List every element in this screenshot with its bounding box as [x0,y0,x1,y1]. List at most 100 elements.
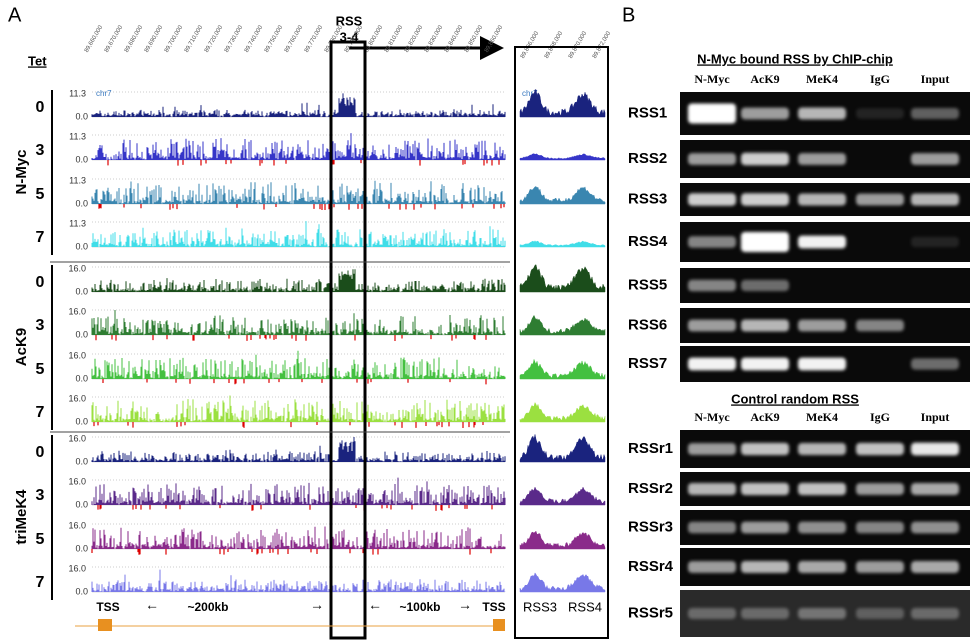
track-signal [91,221,506,247]
gel-band [798,482,846,496]
track-negative [95,335,487,341]
row-label: RSS5 [628,276,667,293]
coordinate-label: 89,872,000 [592,30,613,60]
row-label: RSSr1 [628,440,673,457]
gel-band [688,193,736,206]
coordinate-label: 89,870,000 [568,30,589,60]
lane-label: IgG [870,410,890,424]
distance-label: ~100kb [399,600,440,614]
tet-value: 3 [36,317,45,334]
scale-max: 16.0 [68,476,86,486]
gel-band [741,232,789,252]
zoom-signal [519,89,606,118]
gel-band [856,108,904,119]
scale-max: 11.3 [69,175,86,185]
gel-band [798,357,846,371]
arrow-right: → [458,597,472,613]
scale-min: 0.0 [75,111,88,121]
lane-label: IgG [870,72,890,86]
zoom-signal [519,486,606,506]
gel-band [911,521,959,534]
group-name: N-Myc [13,149,30,194]
scale-min: 0.0 [75,286,88,296]
scale-max: 16.0 [68,350,86,360]
scale-min: 0.0 [75,543,88,553]
gel-band [741,107,789,120]
rss-box [329,40,367,640]
gel-band [911,358,959,370]
arrow-left: ← [145,597,159,613]
gel-band [741,560,789,574]
track-signal [91,569,506,592]
coordinate-label: 89,866,000 [520,30,541,60]
gel-band [856,608,904,619]
scale-min: 0.0 [75,586,88,596]
gel-band [688,279,736,292]
row-label: RSS2 [628,150,667,167]
coordinate-label: 89,700,000 [164,24,185,54]
gel-band [688,103,736,124]
gel-band [856,561,904,573]
arrow-right: → [310,597,324,613]
track-signal [91,180,506,204]
gel-band [798,607,846,620]
track-negative [91,549,492,555]
gel-band [911,608,959,619]
gel-band [798,153,846,165]
gel-band [688,608,736,619]
tet-value: 7 [36,229,45,246]
zoom-signal [519,264,606,293]
row-label: RSSr4 [628,558,674,575]
track-signal [91,437,506,462]
track-signal [91,93,506,117]
track-negative [97,505,493,511]
scale-max: 16.0 [68,263,86,273]
coordinate-label: 89,868,000 [544,30,565,60]
zoom-label: RSS3 [523,599,557,614]
row-label: RSS7 [628,355,667,372]
zoom-box [514,46,609,639]
gel-band [798,319,846,332]
gel-band [688,443,736,455]
lane-label: Input [921,72,950,86]
tet-value: 5 [36,186,45,203]
track-negative [98,204,505,210]
group-name: triMeK4 [13,489,30,545]
tet-value: 5 [36,531,45,548]
panel-label: B [622,4,635,26]
coordinate-label: 89,660,000 [84,24,105,54]
coordinate-label: 89,740,000 [244,24,265,54]
zoom-signal [519,358,606,380]
gel-band [856,521,904,534]
gel-band [911,153,959,165]
section-title: N-Myc bound RSS by ChIP-chip [697,51,893,66]
gel-band [798,193,846,206]
gel-band [911,483,959,495]
gel-band [688,561,736,573]
tet-value: 5 [36,361,45,378]
scale-min: 0.0 [75,329,88,339]
gel-band [741,357,789,371]
chr-label: chr7 [96,89,112,98]
track-signal [91,350,506,379]
gel-band [741,442,789,456]
scale-min: 0.0 [75,499,88,509]
track-negative [93,422,484,428]
gel-band [688,357,736,371]
scale-max: 16.0 [68,433,86,443]
gel-band [798,561,846,573]
gel-band [856,193,904,206]
scale-max: 11.3 [69,218,86,228]
lane-label: AcK9 [750,410,779,424]
gene-exon [493,619,505,631]
scale-min: 0.0 [75,241,88,251]
track-signal [91,477,506,505]
coordinate-label: 89,770,000 [304,24,325,54]
lane-label: MeK4 [806,72,838,86]
zoom-signal [519,314,606,336]
scale-max: 16.0 [68,306,86,316]
tss-label: TSS [96,600,119,614]
row-label: RSSr5 [628,604,673,621]
group-name: AcK9 [13,328,30,366]
row-label: RSS3 [628,190,667,207]
